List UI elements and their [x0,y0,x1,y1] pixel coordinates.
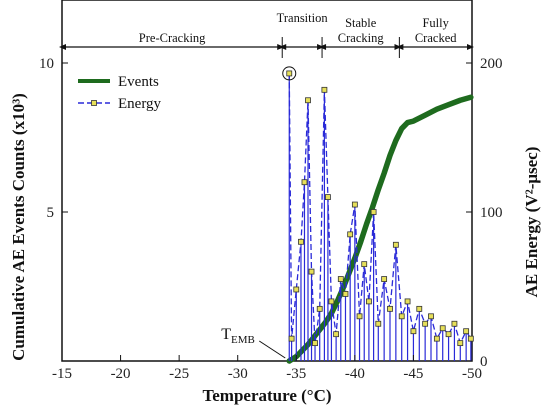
energy-point [428,313,434,320]
x-tick-label: -40 [345,366,365,382]
energy-point [387,305,393,312]
x-tick-label: -45 [403,366,423,382]
energy-point [433,335,440,342]
events-line [286,94,474,364]
energy-point [467,335,474,342]
energy-point [321,86,328,93]
energy-point [301,179,308,186]
energy-point [356,313,363,320]
legend-label-events: Events [118,74,159,90]
energy-point [342,291,349,297]
energy-point [381,276,388,282]
energy-point [333,331,340,338]
peak-highlight [282,66,297,81]
x-tick-label: -20 [111,366,131,382]
energy-point [445,331,452,338]
energy-point [422,320,429,327]
energy-point [370,209,377,215]
energy-point [328,298,335,305]
phase-label: Stable [345,16,377,30]
energy-point [316,305,323,312]
y-right-tick-label: 200 [480,56,503,72]
axis-titles: TEMB Temperature (°C) Cumulative AE Events… [9,93,541,405]
energy-point [337,276,344,282]
legend-marker-energy [91,100,97,106]
y-right-axis-title: AE Energy (V²-μsec) [522,147,541,298]
x-tick-label: -35 [286,366,306,382]
x-axis-title: Temperature (°C) [202,386,331,405]
energy-point [451,320,458,327]
energy-point [439,325,446,332]
energy-point [293,286,300,293]
phase-label: Cracked [415,31,457,45]
energy-point [375,320,382,327]
energy-point [312,340,318,347]
energy-point [366,298,372,305]
x-tick-label: -50 [462,366,482,382]
energy-point [298,238,304,245]
y-left-tick-label: 5 [47,205,55,221]
phase-label: Pre-Cracking [139,31,206,45]
plot-border [61,0,473,362]
energy-point [347,231,354,238]
legend: Events Energy [78,74,162,112]
energy-point [325,194,331,201]
temb-leader [258,340,286,359]
energy-line [288,73,472,345]
energy-point [286,70,293,77]
legend-label-energy: Energy [118,96,162,112]
phase-label: Cracking [338,31,385,45]
x-tick-label: -25 [169,366,189,382]
energy-point [404,298,411,305]
energy-point [463,328,470,335]
energy-point [305,97,311,104]
energy-point [361,261,368,268]
energy-point [308,268,315,275]
plot-frame [61,0,473,362]
x-tick-label: -30 [228,366,248,382]
energy-point [416,305,423,312]
energy-series [282,66,474,361]
energy-point [457,340,464,347]
phase-label: Fully [422,16,449,30]
temb-label: TEMB [221,326,255,346]
y-right-tick-label: 0 [480,354,488,370]
y-left-axis-title: Cumulative AE Events Counts (x10³) [9,93,28,361]
y-left-tick-label: 10 [39,56,54,72]
events-series [286,94,474,364]
phase-label: Transition [277,11,329,25]
x-tick-label: -15 [52,366,72,382]
energy-point [288,335,295,342]
energy-point [392,241,399,248]
energy-point [410,328,417,335]
y-right-tick-label: 100 [480,205,503,221]
energy-point [398,313,405,320]
energy-point [351,201,358,208]
